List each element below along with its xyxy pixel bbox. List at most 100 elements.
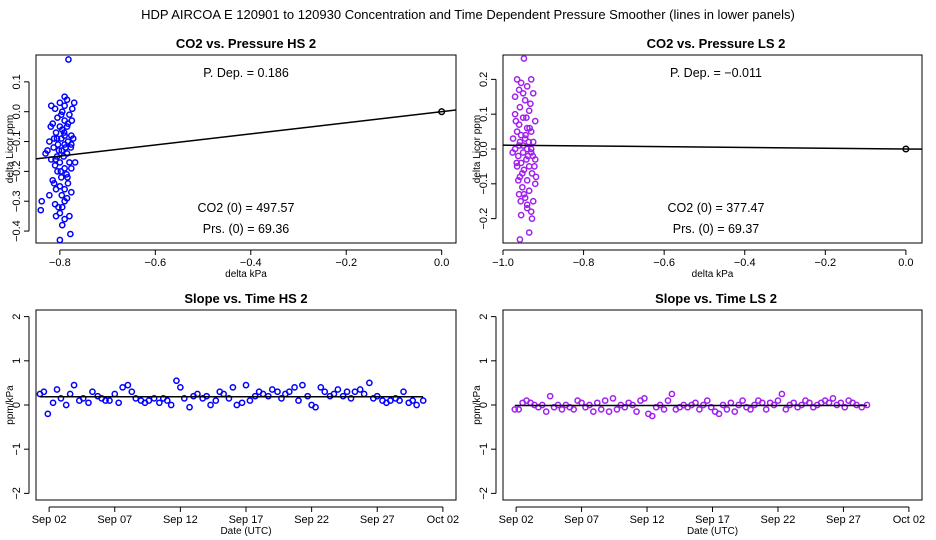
- panel-hs-pressure: CO2 vs. Pressure HS 2 P. Dep. = 0.186 CO…: [176, 36, 316, 236]
- data-point: [61, 141, 68, 148]
- x-tick-label: Sep 17: [695, 514, 730, 526]
- data-point: [526, 124, 533, 132]
- data-point: [225, 395, 233, 402]
- data-point: [527, 145, 535, 153]
- plot-frame: [35, 54, 457, 244]
- data-point: [696, 406, 703, 413]
- data-point: [520, 166, 528, 174]
- data-point: [246, 397, 254, 404]
- x-axis-label: Date (UTC): [687, 526, 738, 537]
- x-tick-label: Sep 12: [630, 514, 665, 526]
- data-point: [50, 179, 58, 187]
- data-point: [295, 397, 302, 404]
- data-point: [63, 123, 71, 130]
- panel-ls-pressure: CO2 vs. Pressure LS 2 P. Dep. = −0.011 C…: [647, 36, 786, 236]
- data-point: [523, 145, 531, 153]
- data-point: [124, 381, 132, 389]
- x-tick-label: −0.6: [653, 257, 675, 269]
- data-point: [727, 399, 735, 407]
- y-tick-label: 0: [11, 402, 23, 408]
- data-point: [660, 406, 668, 413]
- data-point: [513, 128, 521, 135]
- data-point: [525, 138, 533, 146]
- data-point: [774, 397, 782, 404]
- x-tick-label: −0.4: [240, 257, 262, 269]
- plot-frame: [502, 309, 923, 501]
- y-axis-label: ppm/kPa: [472, 385, 483, 425]
- data-point: [53, 386, 61, 393]
- data-point: [57, 173, 65, 181]
- data-point: [664, 397, 672, 404]
- data-point: [516, 103, 524, 111]
- y-tick-label: 0.0: [478, 141, 490, 156]
- data-point: [515, 86, 523, 94]
- pressure-dependence-label: P. Dep. = 0.186: [203, 66, 289, 80]
- x-tick-label: 0.0: [434, 257, 449, 269]
- x-tick-label: Sep 07: [97, 514, 132, 526]
- data-point: [518, 183, 526, 191]
- data-point: [50, 144, 58, 151]
- y-tick-label: −0.1: [478, 173, 490, 195]
- data-layer: [36, 56, 456, 243]
- plot-frame: [35, 309, 457, 501]
- data-point: [529, 89, 537, 97]
- data-point: [522, 131, 529, 139]
- data-point: [57, 395, 65, 402]
- data-point: [106, 397, 113, 404]
- x-tick-label: −0.2: [335, 257, 357, 269]
- data-point: [829, 395, 837, 402]
- data-point: [517, 197, 525, 205]
- data-point: [61, 215, 68, 223]
- data-point: [621, 403, 629, 411]
- chart-hs-slope: Sep 02 Sep 07 Sep 12 Sep 17 Sep 22 Sep 27 Oct …: [5, 309, 459, 537]
- panel-title: Slope vs. Time HS 2: [184, 291, 307, 306]
- data-point: [531, 117, 539, 125]
- y-tick-label: −2: [478, 487, 490, 500]
- data-point: [47, 102, 55, 110]
- data-point: [55, 147, 63, 154]
- data-point: [521, 135, 529, 142]
- data-point: [85, 399, 92, 407]
- data-point: [601, 397, 609, 404]
- data-point: [511, 406, 519, 413]
- data-point: [648, 412, 656, 420]
- data-point: [111, 390, 119, 398]
- data-point: [513, 76, 521, 83]
- data-point: [67, 165, 75, 172]
- data-point: [509, 149, 517, 156]
- y-tick-label: 1: [11, 358, 23, 364]
- x-axis-label: delta kPa: [692, 269, 734, 280]
- x-tick-label: Sep 27: [360, 514, 395, 526]
- data-point: [525, 163, 533, 170]
- data-point: [419, 397, 427, 404]
- panel-title: CO2 vs. Pressure LS 2: [647, 36, 786, 51]
- x-tick-label: Sep 02: [32, 514, 67, 526]
- data-point: [520, 55, 528, 62]
- x-tick-label: Sep 27: [826, 514, 861, 526]
- data-point: [57, 168, 65, 175]
- data-point: [521, 96, 529, 104]
- data-point: [527, 208, 535, 216]
- data-point: [62, 401, 70, 409]
- data-point: [40, 388, 48, 396]
- data-point: [167, 401, 175, 409]
- data-point: [366, 379, 373, 387]
- data-point: [343, 388, 351, 396]
- y-axis-label: delta Licor ppm: [5, 115, 16, 183]
- data-point: [66, 111, 73, 119]
- data-point: [67, 188, 75, 196]
- data-layer: [36, 377, 427, 418]
- data-point: [57, 135, 65, 142]
- x-tick-label: −0.4: [734, 257, 756, 269]
- data-point: [156, 399, 163, 407]
- data-point: [51, 162, 59, 169]
- data-point: [731, 408, 739, 415]
- data-point: [527, 76, 535, 83]
- data-point: [42, 150, 49, 157]
- data-point: [523, 201, 531, 209]
- data-point: [523, 204, 531, 212]
- data-point: [633, 408, 640, 415]
- data-point: [66, 212, 73, 220]
- data-point: [238, 399, 246, 407]
